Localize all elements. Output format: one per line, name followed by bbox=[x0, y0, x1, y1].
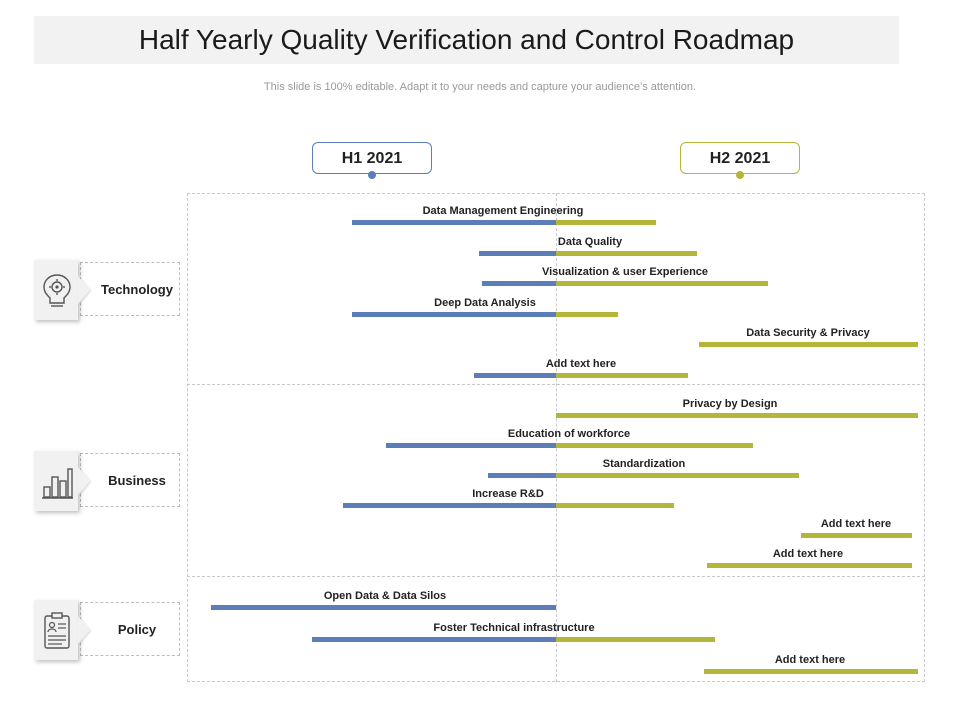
gantt-bar-h2 bbox=[699, 342, 918, 347]
clipboard-icon bbox=[44, 612, 70, 649]
gantt-bar-label: Education of workforce bbox=[507, 428, 631, 440]
gantt-bar-h1 bbox=[312, 637, 556, 642]
lightbulb-gear-icon bbox=[43, 274, 71, 307]
period-h1-marker bbox=[368, 171, 376, 179]
category-pointer bbox=[78, 616, 90, 644]
bar-chart-icon bbox=[42, 468, 73, 499]
gantt-bar-h2 bbox=[556, 637, 715, 642]
category-label-technology: Technology bbox=[101, 282, 173, 297]
period-h2-label: H2 2021 bbox=[680, 142, 800, 174]
gantt-bar-h1 bbox=[474, 373, 556, 378]
category-icon-policy bbox=[34, 600, 78, 660]
category-icon-technology bbox=[34, 260, 78, 320]
gantt-bar-h2 bbox=[556, 373, 688, 378]
category-box-technology bbox=[80, 262, 180, 316]
category-label-policy: Policy bbox=[117, 622, 157, 637]
gantt-bar-label: Data Security & Privacy bbox=[746, 327, 870, 339]
category-label-business: Business bbox=[108, 473, 166, 488]
page-subtitle: This slide is 100% editable. Adapt it to… bbox=[263, 81, 697, 93]
gantt-bar-label: Visualization & user Experience bbox=[541, 266, 709, 278]
gantt-bar-h1 bbox=[352, 312, 556, 317]
title-band bbox=[34, 16, 899, 64]
category-icon-business bbox=[34, 451, 78, 511]
gantt-bar-h1 bbox=[488, 473, 556, 478]
gantt-bar-h1 bbox=[482, 281, 556, 286]
page-title: Half Yearly Quality Verification and Con… bbox=[138, 24, 795, 55]
gantt-bar-label: Increase R&D bbox=[472, 488, 544, 500]
period-h2-marker bbox=[736, 171, 744, 179]
gantt-bar-h2 bbox=[556, 443, 753, 448]
gantt-bar-h2 bbox=[707, 563, 912, 568]
gantt-bar-h2 bbox=[556, 281, 768, 286]
gantt-bar-label: Add text here bbox=[545, 358, 617, 370]
gantt-bar-label: Foster Technical infrastructure bbox=[433, 622, 595, 634]
gantt-bar-h2 bbox=[556, 312, 618, 317]
gantt-bar-h1 bbox=[352, 220, 556, 225]
gantt-bar-h2 bbox=[556, 220, 656, 225]
gantt-bar-label: Privacy by Design bbox=[682, 398, 778, 410]
gantt-bar-label: Data Management Engineering bbox=[422, 205, 584, 217]
gantt-bar-label: Add text here bbox=[820, 518, 892, 530]
gantt-bar-h2 bbox=[556, 503, 674, 508]
category-box-policy bbox=[80, 602, 180, 656]
gantt-bar-label: Add text here bbox=[774, 654, 846, 666]
gantt-bar-label: Deep Data Analysis bbox=[434, 297, 536, 309]
gantt-bar-h2 bbox=[556, 473, 799, 478]
gantt-bar-h1 bbox=[343, 503, 556, 508]
category-pointer bbox=[78, 467, 90, 495]
gantt-bar-label: Standardization bbox=[602, 458, 686, 470]
period-h1-label: H1 2021 bbox=[312, 142, 432, 174]
gantt-bar-label: Open Data & Data Silos bbox=[323, 590, 447, 602]
gantt-bar-h1 bbox=[211, 605, 556, 610]
gantt-bar-h2 bbox=[801, 533, 912, 538]
gantt-bar-h2 bbox=[556, 413, 918, 418]
half-year-divider bbox=[556, 193, 557, 682]
category-pointer bbox=[78, 276, 90, 304]
gantt-bar-h2 bbox=[704, 669, 918, 674]
gantt-bar-h2 bbox=[556, 251, 697, 256]
gantt-bar-h1 bbox=[479, 251, 556, 256]
gantt-bar-label: Add text here bbox=[772, 548, 844, 560]
gantt-bar-h1 bbox=[386, 443, 556, 448]
gantt-bar-label: Data Quality bbox=[557, 236, 623, 248]
